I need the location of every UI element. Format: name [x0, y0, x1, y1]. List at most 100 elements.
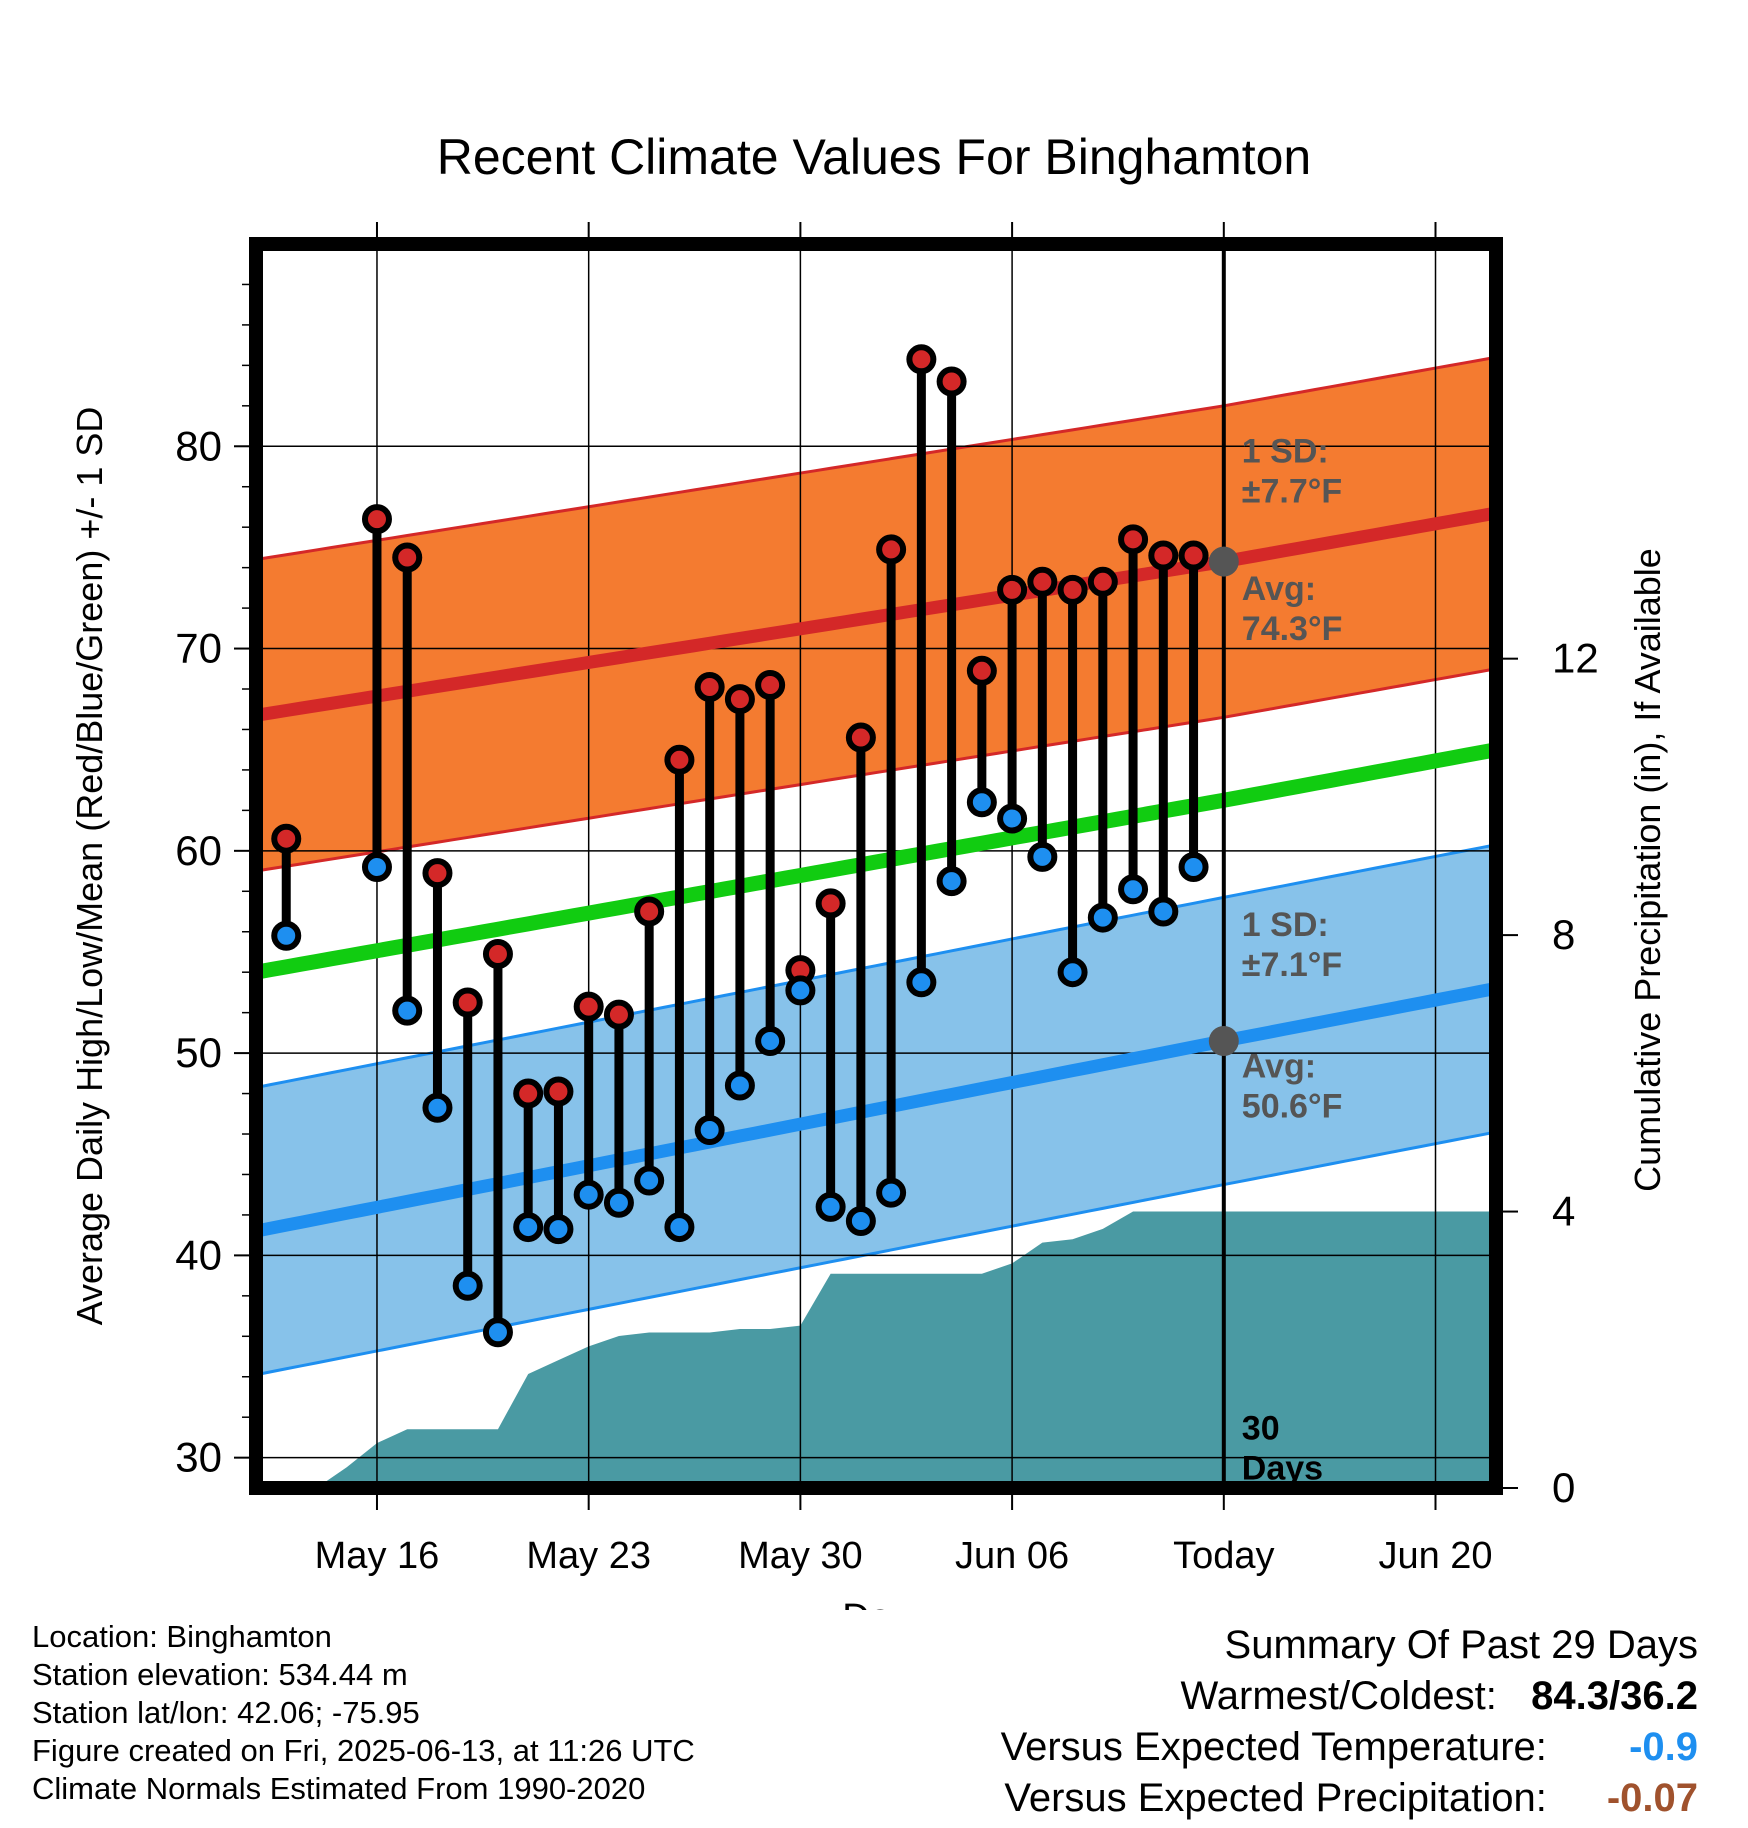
warm-cold-value: 84.3/36.2 [1531, 1674, 1698, 1718]
low-sd-upper-edge [256, 843, 1496, 1089]
low-sd-lower-edge [256, 1130, 1496, 1377]
obs-low-point [1118, 874, 1149, 905]
obs-high-point [392, 542, 423, 573]
y-tick-label: 30 [175, 1434, 222, 1481]
precip-departure-value: -0.07 [1606, 1776, 1698, 1820]
y-tick-label: 80 [175, 422, 222, 469]
obs-low-point [1057, 957, 1088, 988]
y2-tick-label: 8 [1552, 911, 1575, 958]
x-tick-label: Jun 06 [955, 1535, 1069, 1577]
high-sd-lower-edge [256, 667, 1496, 873]
precip-departure-label: Versus Expected Precipitation: [1004, 1776, 1547, 1820]
y2-axis-label: Cumulative Precipitation (in), If Availa… [1627, 548, 1668, 1192]
obs-low-point [1148, 896, 1179, 927]
obs-high-point [1148, 540, 1179, 571]
plot-area: 1 SD: ±7.7°F Avg: 74.3°F 1 SD: ±7.1°F Avg: 50.6… [256, 244, 1496, 1488]
obs-low-point [543, 1214, 574, 1245]
obs-low-point [997, 803, 1028, 834]
mean-avg-line [256, 742, 1496, 980]
obs-high-point [1057, 574, 1088, 605]
obs-high-point [966, 655, 997, 686]
y-tick-label: 70 [175, 625, 222, 672]
x-tick-label: May 16 [315, 1535, 440, 1577]
low-avg-line [256, 981, 1496, 1238]
high-avg-annotation: Avg: 74.3°F [1242, 570, 1343, 648]
chart-title: Recent Climate Values For Binghamton [436, 129, 1312, 185]
obs-high-point [513, 1078, 544, 1109]
obs-low-point [755, 1025, 786, 1056]
temp-departure-value: -0.9 [1629, 1725, 1698, 1769]
obs-high-point [452, 987, 483, 1018]
obs-low-point [1087, 902, 1118, 933]
summary-heading: Summary Of Past 29 Days [1224, 1623, 1698, 1667]
obs-high-point [845, 722, 876, 753]
obs-high-point [936, 366, 967, 397]
obs-low-point [392, 995, 423, 1026]
warm-cold-label: Warmest/Coldest: [1180, 1674, 1497, 1718]
obs-low-point [936, 866, 967, 897]
latlon-text: Station lat/lon: 42.06; -75.95 [32, 1695, 420, 1730]
high-sd-annotation: 1 SD: ±7.7°F [1242, 432, 1342, 510]
y-tick-label: 40 [175, 1231, 222, 1278]
obs-high-point [664, 744, 695, 775]
obs-low-point [724, 1070, 755, 1101]
climate-chart: 1 SD: ±7.7°F Avg: 74.3°F 1 SD: ±7.1°F Avg: 50.6… [69, 222, 1668, 1610]
low-avg-annotation: Avg: 50.6°F [1242, 1047, 1343, 1125]
obs-high-point [755, 669, 786, 700]
high-sd-upper-edge [256, 355, 1496, 562]
y-tick-label: 60 [175, 827, 222, 874]
obs-low-point [482, 1317, 513, 1348]
obs-low-point [906, 967, 937, 998]
obs-low-point [876, 1177, 907, 1208]
summary-panel: Summary Of Past 29 Days Warmest/Coldest:… [1001, 1620, 1698, 1824]
summary-temp: Versus Expected Temperature: -0.9 [1001, 1722, 1698, 1773]
obs-low-point [573, 1179, 604, 1210]
station-info: Location: Binghamton Station elevation: … [32, 1618, 695, 1808]
obs-low-point [361, 852, 392, 883]
obs-high-point [906, 344, 937, 375]
obs-high-point [573, 991, 604, 1022]
temp-departure-label: Versus Expected Temperature: [1000, 1725, 1547, 1769]
obs-low-point [603, 1187, 634, 1218]
obs-low-point [785, 975, 816, 1006]
y-axis-label: Average Daily High/Low/Mean (Red/Blue/Gr… [69, 407, 110, 1326]
obs-low-point [422, 1092, 453, 1123]
obs-high-point [724, 684, 755, 715]
x-tick-label: May 23 [526, 1535, 651, 1577]
today-high-marker [1208, 546, 1239, 577]
obs-high-point [694, 671, 725, 702]
location-text: Location: Binghamton [32, 1619, 332, 1654]
y2-tick-label: 12 [1552, 635, 1599, 682]
obs-high-point [271, 823, 302, 854]
obs-high-point [1087, 566, 1118, 597]
obs-high-point [876, 534, 907, 565]
x-tick-label: May 30 [738, 1535, 863, 1577]
precip-area [316, 1211, 1496, 1488]
obs-high-point [815, 888, 846, 919]
elevation-text: Station elevation: 534.44 m [32, 1657, 408, 1692]
obs-low-point [664, 1212, 695, 1243]
obs-low-point [966, 787, 997, 818]
obs-low-point [634, 1165, 665, 1196]
low-sd-annotation: 1 SD: ±7.1°F [1242, 906, 1342, 984]
high-avg-line [256, 506, 1496, 722]
obs-low-point [694, 1114, 725, 1145]
plot-frame [249, 237, 1503, 1495]
summary-warm-cold: Warmest/Coldest: 84.3/36.2 [1001, 1671, 1699, 1722]
normals-text: Climate Normals Estimated From 1990-2020 [32, 1771, 646, 1806]
obs-low-point [452, 1270, 483, 1301]
obs-high-point [482, 938, 513, 969]
obs-high-point [361, 504, 392, 535]
summary-precip: Versus Expected Precipitation: -0.07 [1001, 1773, 1698, 1824]
obs-high-point [634, 896, 665, 927]
y2-tick-label: 0 [1552, 1464, 1575, 1511]
obs-low-point [845, 1205, 876, 1236]
obs-high-point [997, 574, 1028, 605]
obs-high-point [1027, 566, 1058, 597]
x-tick-label: Today [1173, 1535, 1274, 1577]
x-axis-label: Day [842, 1597, 910, 1610]
obs-low-point [815, 1191, 846, 1222]
created-text: Figure created on Fri, 2025-06-13, at 11… [32, 1733, 695, 1768]
y-tick-label: 50 [175, 1029, 222, 1076]
today-low-marker [1208, 1025, 1239, 1056]
